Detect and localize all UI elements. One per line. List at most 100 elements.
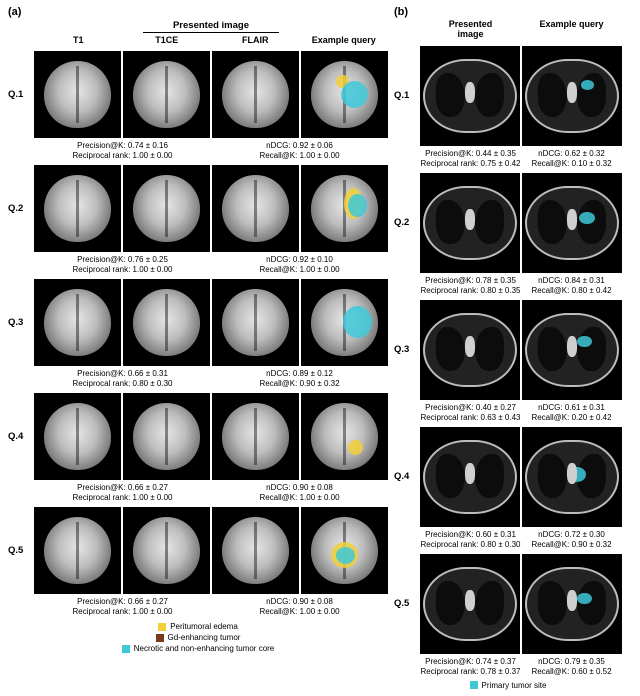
presented-image-label: Presented image [143,20,279,33]
recall-k: Recall@K: 0.80 ± 0.42 [521,286,622,296]
recall-k: Recall@K: 0.90 ± 0.32 [211,379,388,389]
swatch-primary [470,681,478,689]
swatch-necrotic [122,645,130,653]
ndcg: nDCG: 0.90 ± 0.08 [211,597,388,607]
ct-image [420,46,520,146]
mri-query-image [301,279,388,366]
recall-k: Recall@K: 0.90 ± 0.32 [521,540,622,550]
q-label: Q.5 [394,598,420,609]
reciprocal-rank: Reciprocal rank: 0.80 ± 0.30 [420,540,521,550]
mri-image [212,507,299,594]
ct-query-image [522,300,622,400]
precision-k: Precision@K: 0.66 ± 0.31 [34,369,211,379]
q-label: Q.3 [8,317,34,328]
reciprocal-rank: Reciprocal rank: 1.00 ± 0.00 [34,493,211,503]
panel-b-header: Presentedimage Example query [394,20,622,42]
panel-a-header: Presented image T1 T1CE FLAIR Example qu… [8,20,388,47]
q-label: Q.1 [8,89,34,100]
col-presented-b: Presentedimage [420,20,521,42]
metrics-row: Precision@K: 0.76 ± 0.25 Reciprocal rank… [34,255,388,275]
panel-a-label: (a) [8,6,388,18]
mri-image [123,51,210,138]
ndcg: nDCG: 0.79 ± 0.35 [521,657,622,667]
ndcg: nDCG: 0.89 ± 0.12 [211,369,388,379]
panel-b-row: Q.1 [394,46,622,146]
swatch-gd [156,634,164,642]
q-label: Q.3 [394,344,420,355]
metrics-row: Precision@K: 0.78 ± 0.35 Reciprocal rank… [420,276,622,296]
panel-b-row: Q.5 [394,554,622,654]
metrics-row: Precision@K: 0.66 ± 0.27 Reciprocal rank… [34,597,388,617]
metrics-row: Precision@K: 0.74 ± 0.16 Reciprocal rank… [34,141,388,161]
panel-a-legend: Peritumoral edema Gd-enhancing tumor Nec… [8,621,388,654]
panel-a: (a) Presented image T1 T1CE FLAIR Exampl… [8,6,388,690]
mri-image [123,507,210,594]
recall-k: Recall@K: 0.20 ± 0.42 [521,413,622,423]
mri-image [212,279,299,366]
ct-query-image [522,427,622,527]
precision-k: Precision@K: 0.66 ± 0.27 [34,483,211,493]
ndcg: nDCG: 0.92 ± 0.06 [211,141,388,151]
reciprocal-rank: Reciprocal rank: 1.00 ± 0.00 [34,151,211,161]
metrics-row: Precision@K: 0.44 ± 0.35 Reciprocal rank… [420,149,622,169]
metrics-row: Precision@K: 0.60 ± 0.31 Reciprocal rank… [420,530,622,550]
legend-primary: Primary tumor site [482,681,547,690]
reciprocal-rank: Reciprocal rank: 0.75 ± 0.42 [420,159,521,169]
panel-a-row: Q.5 [8,507,388,594]
panel-b-label: (b) [394,6,622,18]
ndcg: nDCG: 0.62 ± 0.32 [521,149,622,159]
reciprocal-rank: Reciprocal rank: 0.80 ± 0.35 [420,286,521,296]
mri-query-image [301,165,388,252]
legend-edema: Peritumoral edema [170,622,238,631]
recall-k: Recall@K: 0.60 ± 0.52 [521,667,622,677]
mri-image [34,279,121,366]
ct-image [420,300,520,400]
mri-query-image [301,507,388,594]
panel-b-row: Q.2 [394,173,622,273]
mri-image [123,165,210,252]
recall-k: Recall@K: 1.00 ± 0.00 [211,151,388,161]
figure: (a) Presented image T1 T1CE FLAIR Exampl… [8,6,632,690]
q-label: Q.2 [8,203,34,214]
panel-a-row: Q.1 [8,51,388,138]
reciprocal-rank: Reciprocal rank: 1.00 ± 0.00 [34,265,211,275]
swatch-edema [158,623,166,631]
ct-query-image [522,554,622,654]
metrics-row: Precision@K: 0.66 ± 0.31 Reciprocal rank… [34,369,388,389]
reciprocal-rank: Reciprocal rank: 0.78 ± 0.37 [420,667,521,677]
reciprocal-rank: Reciprocal rank: 0.80 ± 0.30 [34,379,211,389]
ndcg: nDCG: 0.84 ± 0.31 [521,276,622,286]
precision-k: Precision@K: 0.40 ± 0.27 [420,403,521,413]
mri-image [123,393,210,480]
precision-k: Precision@K: 0.74 ± 0.16 [34,141,211,151]
ct-image [420,427,520,527]
legend-gd: Gd-enhancing tumor [168,633,241,642]
mri-image [34,51,121,138]
mri-image [34,507,121,594]
panel-a-row: Q.2 [8,165,388,252]
col-t1ce: T1CE [123,35,212,47]
mri-image [212,51,299,138]
mri-image [123,279,210,366]
reciprocal-rank: Reciprocal rank: 1.00 ± 0.00 [34,607,211,617]
precision-k: Precision@K: 0.60 ± 0.31 [420,530,521,540]
mri-image [212,393,299,480]
reciprocal-rank: Reciprocal rank: 0.63 ± 0.43 [420,413,521,423]
mri-query-image [301,51,388,138]
mri-image [34,165,121,252]
col-query-b: Example query [521,20,622,42]
recall-k: Recall@K: 1.00 ± 0.00 [211,265,388,275]
ct-query-image [522,173,622,273]
panel-b-legend: Primary tumor site [394,681,622,690]
metrics-row: Precision@K: 0.40 ± 0.27 Reciprocal rank… [420,403,622,423]
precision-k: Precision@K: 0.66 ± 0.27 [34,597,211,607]
q-label: Q.2 [394,217,420,228]
recall-k: Recall@K: 0.10 ± 0.32 [521,159,622,169]
q-label: Q.5 [8,545,34,556]
legend-necrotic: Necrotic and non-enhancing tumor core [134,644,275,653]
col-t1: T1 [34,35,123,47]
precision-k: Precision@K: 0.74 ± 0.37 [420,657,521,667]
ct-query-image [522,46,622,146]
recall-k: Recall@K: 1.00 ± 0.00 [211,493,388,503]
panel-a-row: Q.4 [8,393,388,480]
